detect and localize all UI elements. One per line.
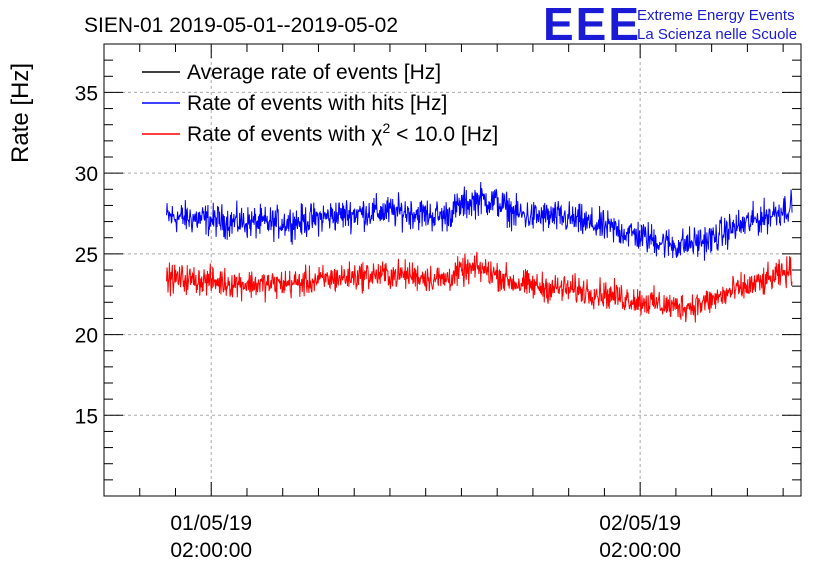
x-tick-label-time: 02:00:00 bbox=[170, 539, 252, 562]
grid-lines bbox=[104, 44, 801, 496]
axis-ticks bbox=[104, 43, 801, 497]
legend-entry-chi2-prefix: Rate of events with χ bbox=[187, 123, 382, 146]
series-layer bbox=[166, 181, 793, 323]
logo-line-1: Extreme Energy Events bbox=[637, 7, 795, 24]
legend-entry-average: Average rate of events [Hz] bbox=[187, 61, 441, 84]
series-line-2 bbox=[166, 251, 793, 323]
y-tick-label: 15 bbox=[75, 405, 98, 428]
legend-entry-chi2-sup: 2 bbox=[382, 120, 390, 136]
x-tick-label-time: 02:00:00 bbox=[599, 539, 681, 562]
x-tick-label-date: 02/05/19 bbox=[599, 512, 681, 535]
legend: Average rate of events [Hz] Rate of even… bbox=[142, 61, 498, 146]
legend-entry-hits: Rate of events with hits [Hz] bbox=[187, 92, 447, 115]
y-axis-label: Rate [Hz] bbox=[7, 63, 34, 163]
eee-logo: EEE Extreme Energy Events La Scienza nel… bbox=[543, 0, 797, 50]
series-line-1 bbox=[166, 181, 793, 261]
x-tick-label-date: 01/05/19 bbox=[170, 512, 252, 535]
y-tick-label: 20 bbox=[75, 325, 98, 348]
legend-entry-chi2-suffix: < 10.0 [Hz] bbox=[390, 123, 498, 146]
y-tick-label: 30 bbox=[75, 163, 98, 186]
logo-mark: EEE bbox=[543, 0, 641, 50]
logo-line-2: La Scienza nelle Scuole bbox=[637, 26, 797, 43]
legend-entry-chi2: Rate of events with χ2 < 10.0 [Hz] bbox=[187, 120, 498, 146]
y-tick-label: 25 bbox=[75, 244, 98, 267]
y-tick-label: 35 bbox=[75, 82, 98, 105]
tick-labels: 15 20 25 30 35 01/05/19 02:00:00 02/05/19 02:00:… bbox=[75, 82, 681, 562]
chart-title: SIEN-01 2019-05-01--2019-05-02 bbox=[84, 14, 398, 37]
